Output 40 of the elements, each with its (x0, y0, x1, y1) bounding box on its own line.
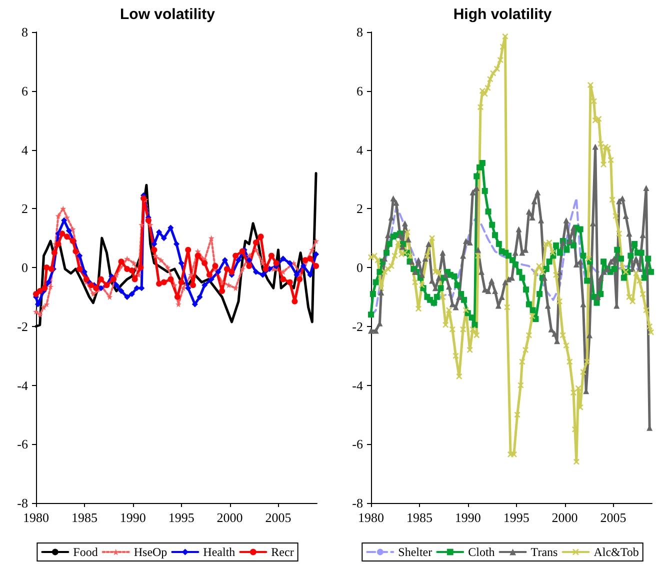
y-tick-label: 2 (22, 201, 28, 216)
y-tick-label: 6 (356, 83, 364, 98)
x-tick-label: 1995 (503, 510, 530, 525)
legend-label: Trans (530, 545, 558, 559)
x-tick-label: 2005 (600, 510, 626, 525)
y-tick-label: 8 (356, 24, 363, 40)
legend-label: Food (73, 545, 98, 559)
legend-label: Alc&Tob (594, 545, 639, 559)
legend-label: Cloth (468, 545, 495, 559)
y-tick-label: -6 (352, 436, 364, 452)
x-tick-label: 1980 (358, 510, 384, 525)
y-tick-label: -2 (352, 318, 363, 334)
y-tick-label: -4 (352, 378, 364, 393)
x-tick-label: 2000 (216, 510, 243, 525)
x-tick-label: 2005 (265, 510, 292, 525)
y-tick-label: -2 (17, 318, 28, 334)
y-tick-label: -6 (17, 436, 28, 452)
chart-title: High volatility (453, 6, 552, 23)
y-tick-label: -8 (352, 496, 363, 510)
x-tick-label: 1985 (406, 510, 432, 525)
x-tick-label: 1985 (71, 510, 98, 525)
x-tick-label: 2000 (552, 510, 578, 525)
y-tick-label: 2 (356, 201, 363, 216)
legend-label: Health (203, 545, 236, 559)
x-tick-label: 1980 (23, 510, 49, 525)
y-tick-label: 8 (22, 24, 28, 40)
y-tick-label: -8 (17, 496, 28, 510)
y-tick-label: 4 (356, 142, 364, 158)
legend-label: HseOp (134, 545, 168, 559)
chart-title: Low volatility (120, 6, 216, 23)
y-tick-label: 0 (22, 260, 28, 275)
y-tick-label: 6 (22, 83, 28, 98)
legend-label: Shelter (398, 545, 432, 559)
y-tick-label: 0 (356, 260, 363, 275)
y-tick-label: 4 (22, 142, 28, 158)
x-tick-label: 1995 (168, 510, 194, 525)
x-tick-label: 1990 (454, 510, 481, 525)
y-tick-label: -4 (17, 378, 28, 393)
legend-label: Recr (271, 545, 294, 559)
x-tick-label: 1990 (120, 510, 146, 525)
